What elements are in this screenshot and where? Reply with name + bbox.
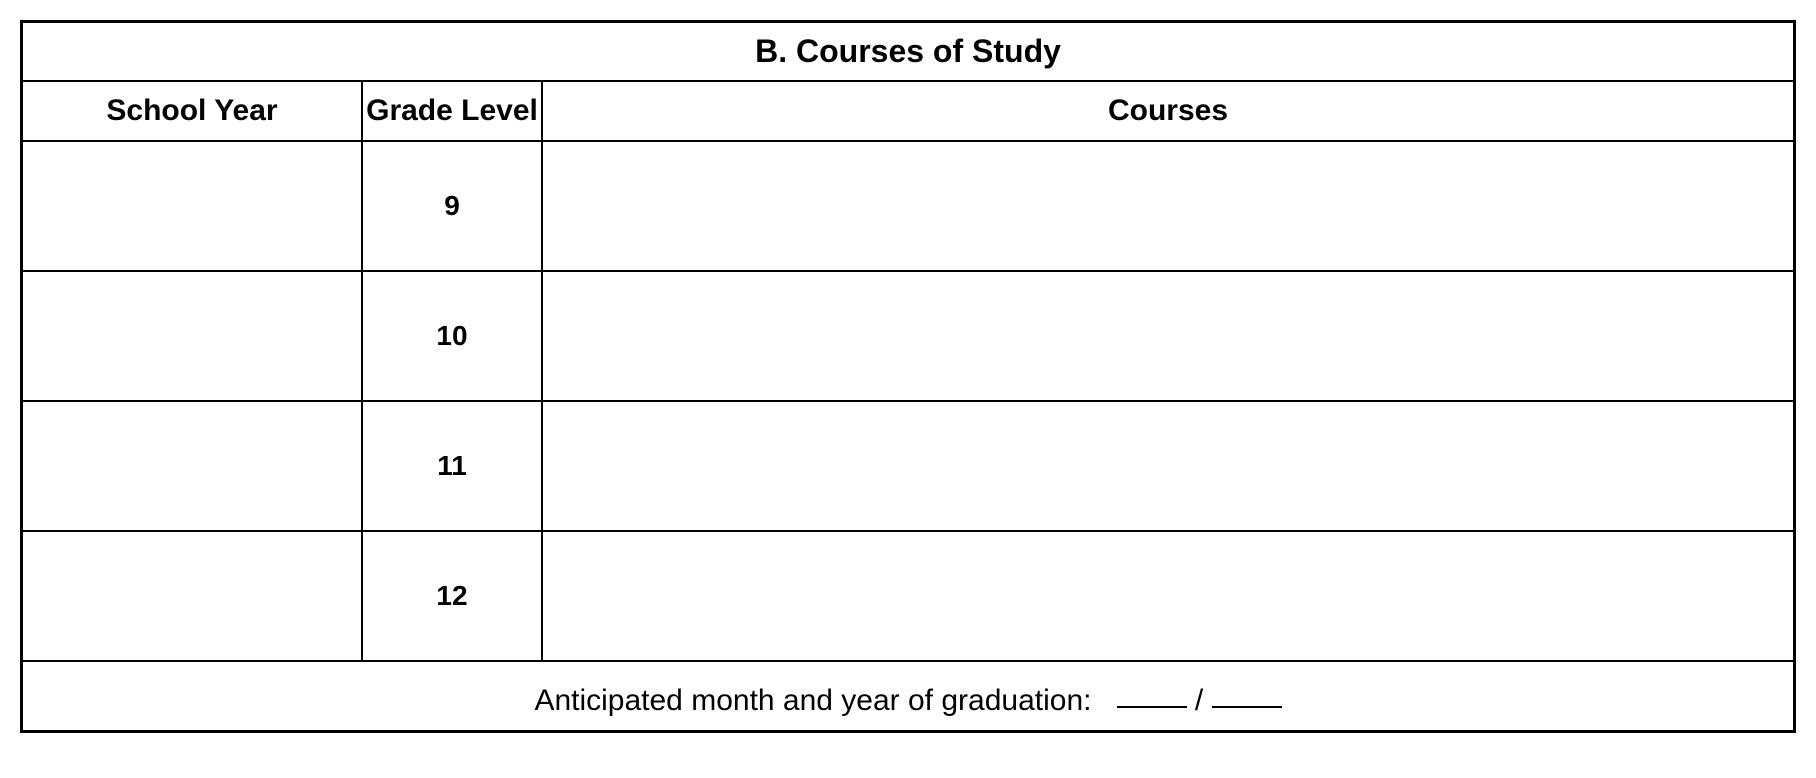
- cell-school-year[interactable]: [23, 142, 363, 270]
- graduation-month-blank[interactable]: [1117, 706, 1187, 708]
- col-header-grade-level: Grade Level: [363, 82, 543, 140]
- table-row: 9: [23, 142, 1793, 272]
- table-row: 10: [23, 272, 1793, 402]
- cell-courses[interactable]: [543, 532, 1793, 660]
- cell-school-year[interactable]: [23, 272, 363, 400]
- graduation-year-blank[interactable]: [1212, 706, 1282, 708]
- table-row: 12: [23, 532, 1793, 662]
- col-header-school-year: School Year: [23, 82, 363, 140]
- cell-courses[interactable]: [543, 142, 1793, 270]
- table-footer: Anticipated month and year of graduation…: [23, 662, 1793, 730]
- cell-grade-level: 10: [363, 272, 543, 400]
- footer-label: Anticipated month and year of graduation…: [534, 684, 1091, 717]
- cell-school-year[interactable]: [23, 532, 363, 660]
- footer-separator: /: [1195, 684, 1203, 717]
- courses-of-study-table: B. Courses of Study School Year Grade Le…: [20, 20, 1796, 733]
- cell-grade-level: 12: [363, 532, 543, 660]
- table-header-row: School Year Grade Level Courses: [23, 82, 1793, 142]
- cell-grade-level: 11: [363, 402, 543, 530]
- cell-courses[interactable]: [543, 402, 1793, 530]
- cell-courses[interactable]: [543, 272, 1793, 400]
- table-row: 11: [23, 402, 1793, 532]
- cell-grade-level: 9: [363, 142, 543, 270]
- col-header-courses: Courses: [543, 82, 1793, 140]
- cell-school-year[interactable]: [23, 402, 363, 530]
- table-title: B. Courses of Study: [23, 23, 1793, 82]
